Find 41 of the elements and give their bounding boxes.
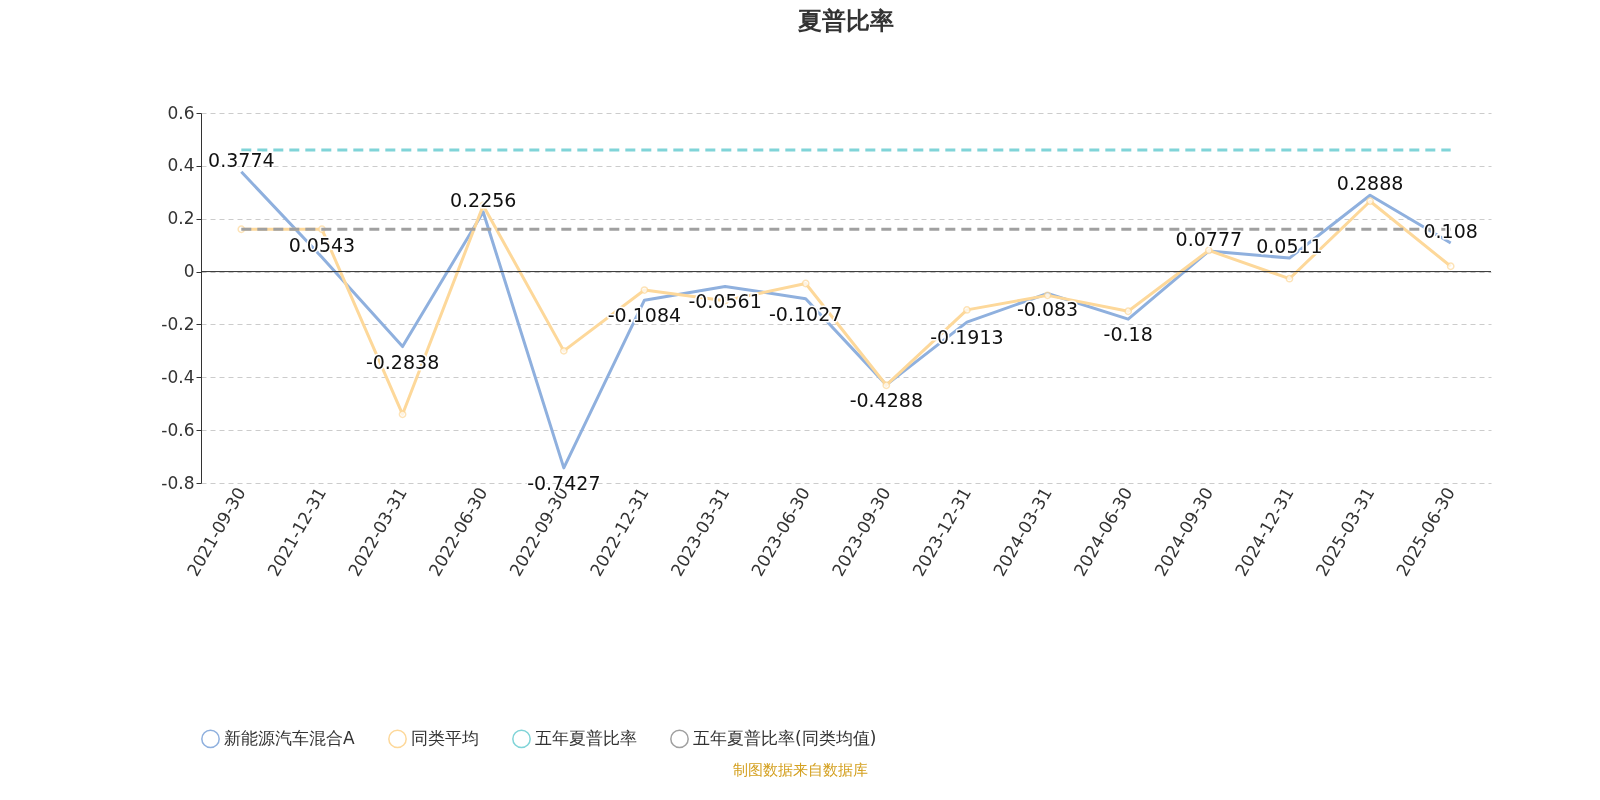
- data-label: -0.4288: [849, 388, 923, 411]
- chart-title: 夏普比率: [797, 7, 894, 35]
- point: [640, 286, 649, 294]
- data-label: -0.1027: [769, 302, 843, 325]
- y-tick-label: 0.6: [167, 102, 195, 123]
- y-tick-label: 0.2: [167, 208, 195, 229]
- legend-label: 同类平均: [411, 727, 479, 748]
- data-label: 0.108: [1423, 220, 1478, 243]
- data-label: 0.3774: [208, 148, 275, 171]
- data-label: -0.083: [1016, 297, 1079, 320]
- data-label: 0.2256: [449, 188, 517, 211]
- y-tick-label: 0: [183, 261, 195, 282]
- point: [963, 305, 971, 314]
- data-label: 0.0543: [288, 234, 356, 257]
- point: [882, 381, 891, 390]
- legend-label: 新能源汽车混合A: [224, 727, 355, 748]
- point: [1204, 246, 1213, 255]
- point: [1124, 307, 1133, 316]
- data-label: -0.1913: [930, 326, 1004, 349]
- point: [1446, 262, 1455, 271]
- data-label: -0.0561: [688, 290, 762, 313]
- point: [801, 279, 810, 288]
- y-tick-label: -0.4: [161, 366, 195, 387]
- point: [1043, 291, 1052, 300]
- point: [1285, 274, 1294, 283]
- point: [398, 410, 407, 419]
- text: 制图数据来自数据库: [731, 761, 869, 780]
- legend-label: 五年夏普比率: [535, 727, 637, 748]
- y-tick-label: 0.4: [167, 155, 195, 176]
- data-label: -0.2838: [365, 350, 440, 373]
- data-label: 0.0511: [1256, 235, 1323, 258]
- y-tick-label: -0.6: [161, 419, 195, 440]
- point: [1366, 197, 1374, 206]
- data-label: 0.0777: [1175, 228, 1243, 251]
- data-label: 0.2888: [1336, 172, 1404, 195]
- y-tick-label: -0.8: [161, 472, 195, 493]
- legend-label: 五年夏普比率(同类均值): [693, 727, 877, 748]
- data-label: -0.1084: [607, 304, 682, 327]
- data-label: -0.18: [1103, 323, 1153, 346]
- point: [559, 346, 568, 355]
- y-tick-label: -0.2: [161, 313, 195, 334]
